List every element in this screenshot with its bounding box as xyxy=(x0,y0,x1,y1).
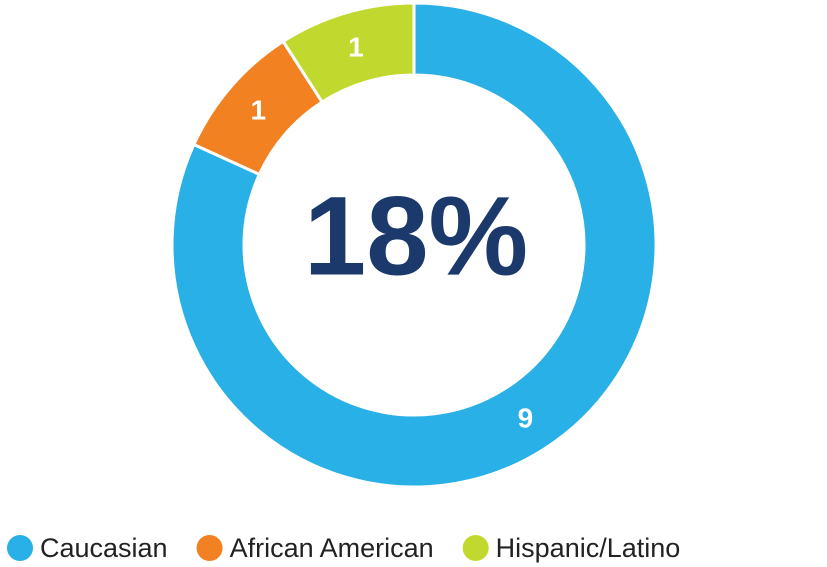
legend-marker xyxy=(462,535,489,561)
donut-slice xyxy=(281,1,416,105)
center-label: 18% xyxy=(304,174,528,299)
data-label: 9 xyxy=(518,403,534,434)
data-label: 1 xyxy=(251,94,267,125)
legend-label: Caucasian xyxy=(40,533,168,563)
legend-marker xyxy=(196,535,223,561)
donut-slice xyxy=(170,1,658,489)
legend-label: African American xyxy=(230,533,434,563)
legend-marker xyxy=(7,535,33,561)
data-label: 1 xyxy=(348,32,364,63)
legend-label: Hispanic/Latino xyxy=(496,533,681,563)
